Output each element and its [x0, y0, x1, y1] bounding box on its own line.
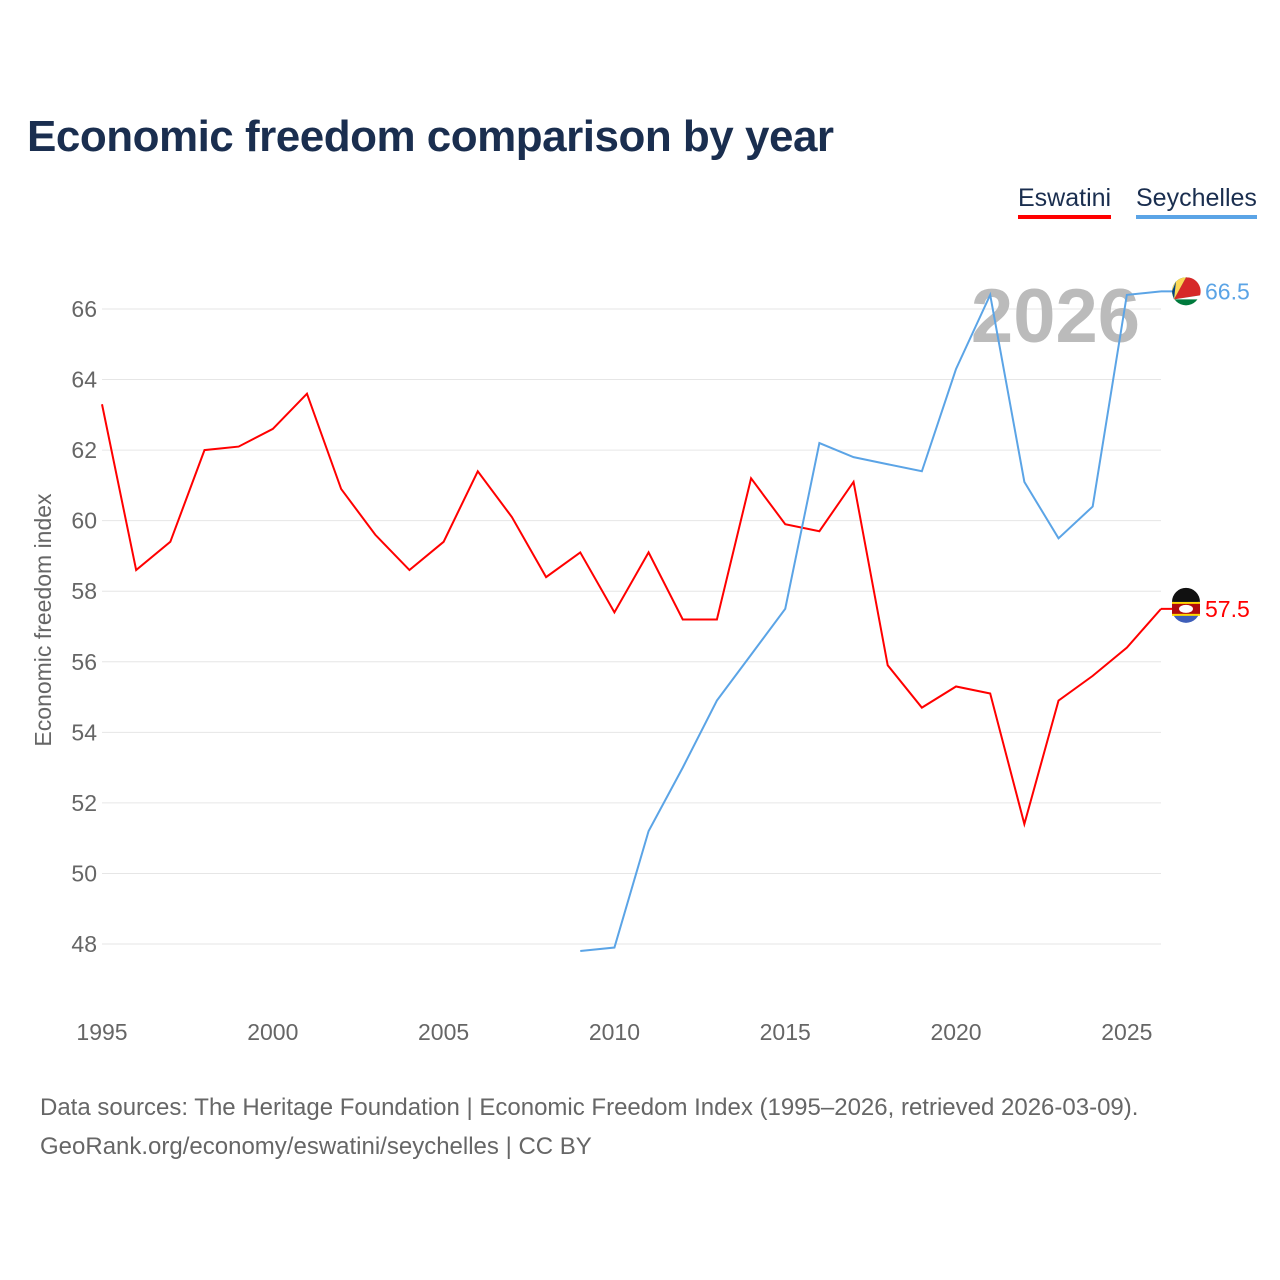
data-point — [134, 568, 138, 572]
data-point — [681, 617, 685, 621]
y-tick-label: 58 — [71, 578, 97, 604]
data-point — [1091, 674, 1095, 678]
x-tick-label: 2020 — [930, 1019, 981, 1045]
data-point — [578, 550, 582, 554]
y-tick-label: 64 — [71, 367, 97, 393]
data-point — [1057, 536, 1061, 540]
flag-seychelles-blue — [1172, 281, 1176, 300]
y-tick-label: 50 — [71, 860, 97, 886]
data-point — [100, 402, 104, 406]
x-tick-label: 2005 — [418, 1019, 469, 1045]
data-point — [1125, 293, 1129, 297]
data-point — [271, 427, 275, 431]
y-tick-label: 48 — [71, 931, 97, 957]
y-tick-label: 54 — [71, 719, 97, 745]
data-point — [1057, 699, 1061, 703]
data-point — [476, 469, 480, 473]
data-point — [647, 829, 651, 833]
flag-seychelles-white — [1174, 295, 1200, 300]
data-point — [852, 480, 856, 484]
data-point — [202, 448, 206, 452]
y-tick-label: 56 — [71, 649, 97, 675]
data-point — [852, 455, 856, 459]
data-point — [886, 663, 890, 667]
data-point — [783, 522, 787, 526]
data-point — [1125, 646, 1129, 650]
data-point — [578, 949, 582, 953]
y-tick-label: 60 — [71, 508, 97, 534]
data-point — [715, 617, 719, 621]
series-line-seychelles — [580, 290, 1162, 953]
flag-eswatini-shield — [1179, 604, 1193, 613]
data-point — [407, 568, 411, 572]
x-tick-label: 2025 — [1101, 1019, 1152, 1045]
y-tick-label: 52 — [71, 790, 97, 816]
flag-seychelles-red — [1174, 277, 1201, 300]
data-point — [647, 550, 651, 554]
source-line-1: Data sources: The Heritage Foundation | … — [40, 1094, 1139, 1121]
data-point — [783, 607, 787, 611]
data-point — [168, 540, 172, 544]
y-tick-label: 66 — [71, 296, 97, 322]
x-tick-label: 1995 — [76, 1019, 127, 1045]
data-point — [1091, 505, 1095, 509]
data-point — [715, 699, 719, 703]
y-tick-label: 62 — [71, 437, 97, 463]
data-point — [954, 367, 958, 371]
data-point — [817, 441, 821, 445]
data-point — [1022, 822, 1026, 826]
x-tick-label: 2015 — [760, 1019, 811, 1045]
data-point — [612, 946, 616, 950]
data-point — [305, 392, 309, 396]
data-point — [988, 692, 992, 696]
flag-eswatini-top — [1172, 587, 1200, 602]
data-point — [817, 529, 821, 533]
source-note: Data sources: The Heritage Foundation | … — [40, 1088, 1138, 1166]
data-point — [988, 293, 992, 297]
source-line-2[interactable]: GeoRank.org/economy/eswatini/seychelles … — [40, 1133, 592, 1160]
data-point — [612, 610, 616, 614]
data-point — [544, 575, 548, 579]
data-point — [510, 515, 514, 519]
data-point — [749, 653, 753, 657]
data-point — [749, 476, 753, 480]
x-tick-label: 2000 — [247, 1019, 298, 1045]
series-line-eswatini — [101, 391, 1162, 828]
year-watermark: 2026 — [971, 274, 1140, 359]
data-point — [920, 469, 924, 473]
end-value-label: 66.5 — [1205, 278, 1250, 304]
x-tick-label: 2010 — [589, 1019, 640, 1045]
data-point — [442, 540, 446, 544]
end-value-label: 57.5 — [1205, 596, 1250, 622]
y-axis-label: Economic freedom index — [30, 493, 56, 747]
legend-eswatini[interactable]: Eswatini — [1018, 184, 1112, 219]
data-point — [954, 684, 958, 688]
data-point — [373, 533, 377, 537]
chart-title: Economic freedom comparison by year — [27, 112, 834, 161]
data-point — [237, 445, 241, 449]
data-point — [339, 487, 343, 491]
data-point — [886, 462, 890, 466]
data-point — [681, 766, 685, 770]
legend-seychelles[interactable]: Seychelles — [1136, 184, 1257, 219]
data-point — [920, 706, 924, 710]
data-point — [1022, 480, 1026, 484]
